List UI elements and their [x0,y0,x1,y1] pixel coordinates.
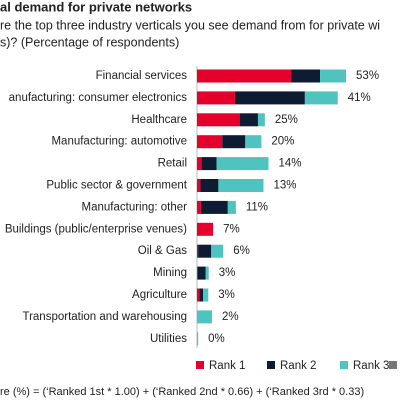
total-label: 41% [348,92,371,104]
bar-segment [197,310,212,324]
legend-label: Rank 1 [209,360,245,372]
total-label: 13% [273,180,296,192]
category-label: Healthcare [131,114,187,126]
bar-segment [245,135,262,149]
bar-segment [240,113,258,127]
bar-segment [205,266,209,280]
bar-segment [291,69,321,83]
bar-segment [197,91,235,105]
total-label: 0% [208,333,225,345]
bar-segment [200,200,228,214]
bar-segment [197,200,201,214]
bar-segment [197,222,214,236]
bar-segment [197,113,241,127]
total-label: 2% [222,311,239,323]
bar-segment [197,135,223,149]
bar-segment [197,69,292,83]
bar-segment [222,135,246,149]
bar-segment [197,179,201,192]
category-label: Public sector & government [46,180,187,192]
bar-segment [304,91,338,105]
category-label: Oil & Gas [138,245,187,257]
total-label: 3% [218,289,235,301]
bar-segment [197,157,202,171]
category-label: Buildings (public/enterprise venues) [5,223,187,235]
bar-segment [216,157,269,171]
bar-segment [218,179,264,192]
category-label: Mining [153,267,187,279]
total-label: 20% [271,136,294,148]
category-label: Financial services [96,70,188,82]
subtitle: s)? (Percentage of respondents) [0,35,179,49]
total-label: 7% [223,223,240,235]
bar-segment [203,288,209,302]
bar-segment [197,288,200,302]
bar-segment [227,200,236,214]
total-label: 3% [219,267,236,279]
total-label: 25% [275,114,298,126]
category-label: Retail [158,158,187,170]
bar-segment [234,91,305,105]
bar-segment [257,113,265,127]
total-label: 11% [246,201,268,213]
bar-segment [198,244,212,258]
category-label: Agriculture [132,289,187,301]
bar-segment [200,179,219,192]
category-label: Manufacturing: other [82,201,188,213]
bar-segment [197,266,206,280]
legend-swatch [389,361,397,369]
bar-segment [211,244,224,258]
footnote: re (%) = (‘Ranked 1st * 1.00) + (‘Ranked… [0,386,364,398]
bar-segment [197,266,198,280]
subtitle: re the top three industry verticals you … [0,18,380,32]
legend-swatch [196,361,204,369]
chart-title: al demand for private networks [0,0,192,14]
bar-segment [320,69,347,83]
bar-segment [199,288,204,302]
total-label: 14% [279,158,302,170]
bar-segment [201,157,217,171]
category-label: anufacturing: consumer electronics [9,92,188,104]
bar-segment [197,244,199,258]
total-label: 6% [233,245,250,257]
legend-label: Rank 2 [280,360,316,372]
legend-swatch [267,361,275,369]
category-label: Transportation and warehousing [22,311,187,323]
bar-segment [197,332,199,346]
legend-swatch [340,361,348,369]
category-label: Manufacturing: automotive [51,136,187,148]
category-label: Utilities [150,333,187,345]
total-label: 53% [356,70,379,82]
legend-label: Rank 3 [353,360,389,372]
